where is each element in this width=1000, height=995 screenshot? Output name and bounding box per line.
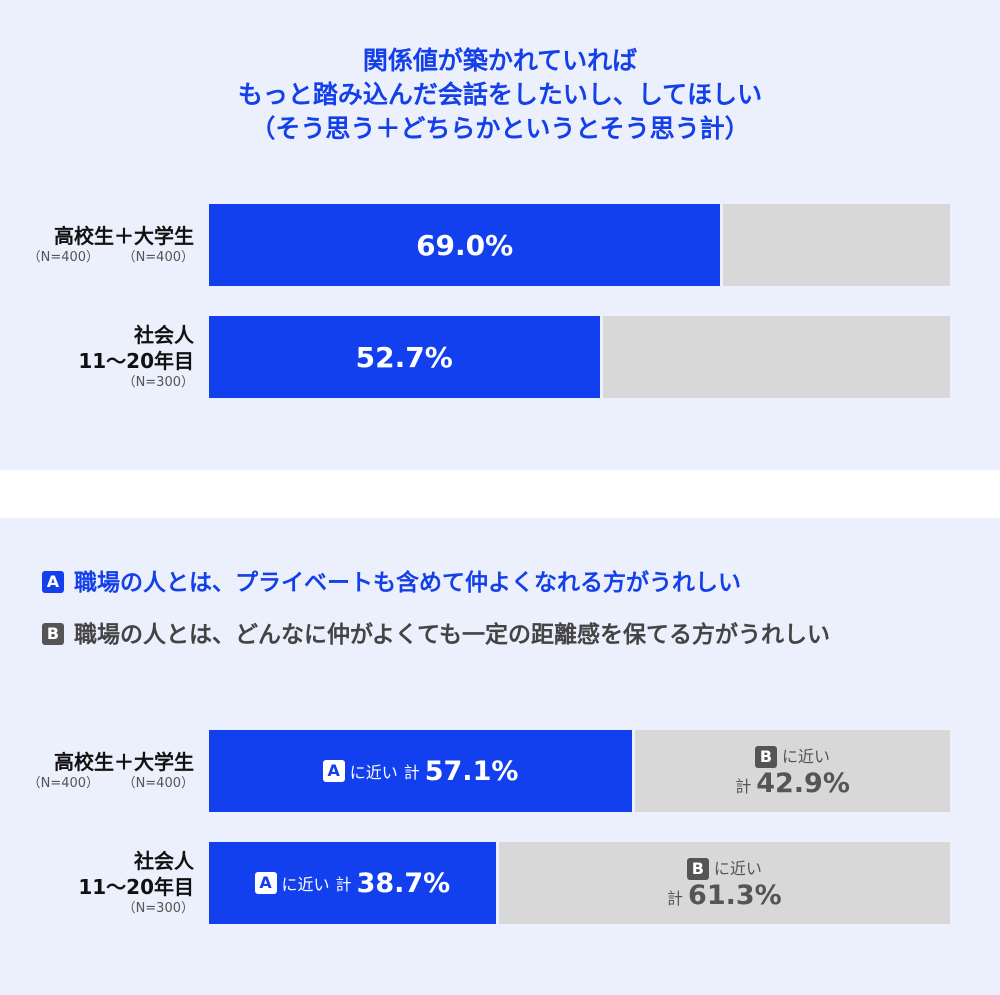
bar-value: 69.0% (209, 204, 721, 286)
row-students: 高校生＋大学生 （N=400） （N=400） A に近い計 57.1% B に近い 計… (0, 730, 1000, 812)
bar-rest (602, 316, 950, 398)
row-workers: 社会人 11〜20年目 （N=300） 52.7% (0, 316, 1000, 398)
row-students: 高校生＋大学生 （N=400） （N=400） 69.0% (0, 204, 1000, 286)
bar: A に近い計 38.7% B に近い 計 61.3% (209, 842, 950, 924)
bar-b: B に近い 計 61.3% (498, 842, 950, 924)
bar: 52.7% (209, 316, 950, 398)
chart-title: 関係値が築かれていれば もっと踏み込んだ会話をしたいし、してほしい （そう思う＋… (237, 46, 763, 143)
bar: 69.0% (209, 204, 950, 286)
legend-a: A 職場の人とは、プライベートも含めて仲よくなれる方がうれしい (42, 566, 741, 600)
chart-panel-2: A 職場の人とは、プライベートも含めて仲よくなれる方がうれしい B 職場の人とは、ど… (0, 518, 1000, 995)
category-label: 社会人 11〜20年目 （N=300） (78, 849, 194, 916)
bar-b: B に近い 計 42.9% (635, 730, 950, 812)
category-label: 社会人 11〜20年目 （N=300） (78, 323, 194, 390)
row-workers: 社会人 11〜20年目 （N=300） A に近い計 38.7% B に近い 計 61.… (0, 842, 1000, 924)
bar: A に近い計 57.1% B に近い 計 42.9% (209, 730, 950, 812)
category-label: 高校生＋大学生 （N=400） （N=400） (27, 224, 194, 265)
bar-value: 52.7% (209, 316, 600, 398)
bar-a: A に近い計 38.7% (209, 842, 496, 924)
bar-rest (723, 204, 950, 286)
legend-b: B 職場の人とは、どんなに仲がよくても一定の距離感を保てる方がうれしい (42, 618, 962, 652)
chart-panel-1: 関係値が築かれていれば もっと踏み込んだ会話をしたいし、してほしい （そう思う＋… (0, 0, 1000, 470)
bar-a: A に近い計 57.1% (209, 730, 633, 812)
category-label: 高校生＋大学生 （N=400） （N=400） (27, 750, 194, 791)
